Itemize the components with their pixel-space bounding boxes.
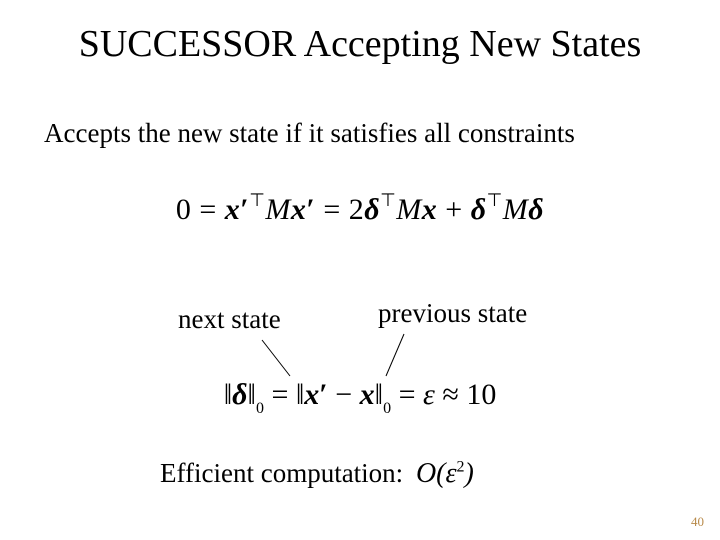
slide-title: SUCCESSOR Accepting New States: [0, 22, 720, 66]
eq2-normR1: ‖: [248, 378, 256, 411]
eq1-prime1: ′: [240, 193, 249, 226]
efficient-label: Efficient computation:: [160, 458, 403, 488]
eq1-eq1: =: [191, 193, 224, 226]
bigO-open: (: [436, 458, 445, 489]
equation-1: 0 = x′⊤Mx′ = 2δ⊤Mx + δ⊤Mδ: [0, 192, 720, 227]
bigO-eps: ε: [446, 458, 457, 489]
eq2-delta: δ: [232, 378, 247, 411]
arrow-prev-line: [386, 334, 404, 376]
bigO-O: O: [416, 458, 436, 489]
eq1-x1: x: [225, 193, 241, 226]
eq2-eps: ε: [423, 378, 435, 411]
eq1-M1: M: [265, 193, 291, 226]
arrow-next-line: [262, 340, 290, 376]
eq2-eq2: =: [391, 378, 423, 411]
eq2-ten: 10: [466, 378, 496, 411]
eq2-normL1: ‖: [224, 378, 232, 411]
eq2-sub1: 0: [256, 400, 264, 417]
eq1-plus: +: [437, 193, 470, 226]
eq2-x: x: [360, 378, 375, 411]
eq1-top1: ⊤: [249, 190, 265, 210]
eq1-delta3: δ: [528, 193, 544, 226]
eq2-sub2: 0: [383, 400, 391, 417]
eq1-M2: M: [396, 193, 422, 226]
eq1-prime2: ′: [306, 193, 315, 226]
efficient-bigO: O(ε2): [416, 458, 474, 489]
eq2-prime: ′: [319, 378, 327, 411]
eq1-top3: ⊤: [487, 190, 503, 210]
label-next-state: next state: [178, 304, 281, 335]
eq1-zero: 0: [176, 193, 192, 226]
eq1-delta1: δ: [364, 193, 380, 226]
eq1-two: 2: [349, 193, 365, 226]
eq2-normR2: ‖: [375, 378, 383, 411]
slide-subtitle: Accepts the new state if it satisfies al…: [44, 118, 575, 149]
slide: SUCCESSOR Accepting New States Accepts t…: [0, 0, 720, 540]
eq2-eq1: =: [264, 378, 296, 411]
eq1-x2: x: [291, 193, 307, 226]
eq1-M3: M: [503, 193, 529, 226]
equation-2: ‖δ‖0 = ‖x′ − x‖0 = ε ≈ 10: [0, 378, 720, 416]
eq1-eq2: =: [315, 193, 348, 226]
bigO-close: ): [465, 458, 474, 489]
eq2-minus: −: [328, 378, 360, 411]
eq2-xprime: x: [304, 378, 319, 411]
eq2-approx: ≈: [435, 378, 466, 411]
bigO-sq: 2: [457, 459, 465, 476]
eq1-delta2: δ: [471, 193, 487, 226]
eq1-x3: x: [422, 193, 438, 226]
page-number: 40: [691, 514, 704, 530]
eq1-top2: ⊤: [380, 190, 396, 210]
label-previous-state: previous state: [378, 298, 527, 329]
efficient-computation: Efficient computation: O(ε2): [160, 458, 474, 490]
